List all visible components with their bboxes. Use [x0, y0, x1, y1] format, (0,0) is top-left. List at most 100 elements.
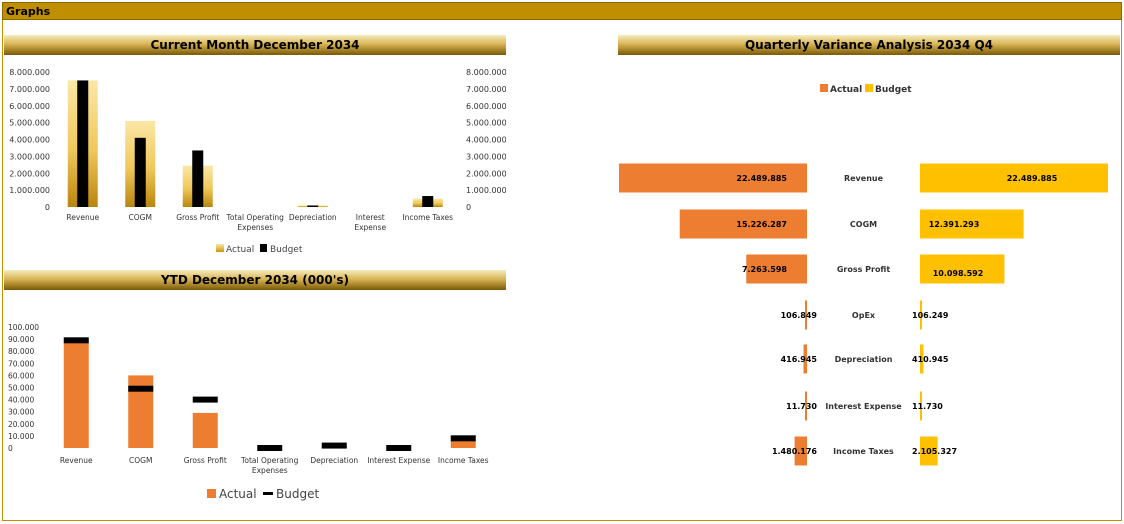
y-tick-label-left: 2.000.000	[9, 169, 50, 178]
bar-actual	[63, 341, 89, 448]
data-label-budget: 2.105.327	[912, 447, 957, 456]
marker-budget	[450, 435, 476, 442]
bar-budget	[422, 196, 434, 207]
bar-actual	[746, 254, 807, 284]
y-tick-label: 0	[8, 444, 13, 453]
bar-actual	[192, 412, 218, 448]
bar-budget	[134, 137, 146, 207]
x-tick-label: Total Operating	[226, 213, 285, 222]
x-tick-label: Depreciation	[289, 213, 337, 222]
current-month-chart: 0 0 1.000.000 1.000.000 2.000.000 2.000.000 3.…	[9, 68, 506, 255]
bar-actual	[794, 436, 807, 466]
legend-swatch-budget	[263, 492, 273, 495]
x-tick-label: Depreciation	[310, 456, 358, 465]
y-tick-label-right: 3.000.000	[466, 152, 506, 161]
y-tick-label-left: 3.000.000	[9, 152, 50, 161]
x-tick-label: Income Taxes	[402, 213, 453, 222]
y-tick-label-right: 2.000.000	[466, 169, 506, 178]
bar-actual	[803, 344, 807, 374]
x-tick-label: COGM	[129, 213, 152, 222]
category-label: Gross Profit	[837, 265, 891, 274]
data-label-budget: 12.391.293	[929, 220, 980, 229]
bar-budget	[920, 163, 1108, 193]
x-tick-label: Revenue	[60, 456, 93, 465]
data-label-actual: 22.489.885	[736, 174, 787, 183]
legend-swatch-actual	[207, 489, 216, 498]
category-label: Interest Expense	[825, 402, 902, 411]
legend-label-actual: Actual	[830, 85, 862, 95]
y-tick-label-right: 5.000.000	[466, 119, 506, 128]
x-tick-label: Gross Profit	[184, 456, 227, 465]
x-tick-label: Total Operating	[240, 456, 299, 465]
marker-budget	[321, 442, 347, 449]
y-tick-label: 90.000	[8, 335, 34, 344]
y-tick-label: 40.000	[8, 396, 34, 405]
page-title: Graphs	[6, 5, 51, 18]
bar-budget	[920, 209, 1024, 239]
marker-budget	[128, 385, 154, 392]
y-tick-label-left: 0	[45, 203, 50, 212]
x-tick-label: Revenue	[66, 213, 99, 222]
bar-actual	[679, 209, 807, 239]
y-tick-label: 70.000	[8, 359, 34, 368]
bar-budget	[920, 300, 922, 330]
y-tick-label: 100.000	[8, 323, 39, 332]
category-label: Income Taxes	[833, 447, 894, 456]
bar-actual	[450, 440, 476, 448]
x-tick-label: Expense	[354, 223, 386, 232]
y-tick-label-right: 6.000.000	[466, 102, 506, 111]
data-label-actual: 11.730	[786, 402, 817, 411]
marker-budget	[257, 445, 283, 451]
bar-budget	[920, 254, 1005, 284]
data-label-budget: 410.945	[912, 355, 949, 364]
category-label: Depreciation	[835, 355, 893, 364]
bar-budget	[192, 150, 204, 207]
legend-swatch-budget	[865, 84, 873, 92]
data-label-actual: 15.226.287	[736, 220, 787, 229]
marker-budget	[192, 396, 218, 403]
category-label: Revenue	[844, 174, 884, 183]
y-tick-label-right: 8.000.000	[466, 68, 506, 77]
y-tick-label-right: 0	[466, 203, 471, 212]
x-tick-label: Interest Expense	[367, 456, 430, 465]
y-tick-label-right: 4.000.000	[466, 136, 506, 145]
title-bar: Graphs	[2, 2, 1122, 20]
data-label-actual: 1.480.176	[772, 447, 817, 456]
marker-budget	[63, 337, 89, 344]
y-tick-label: 30.000	[8, 408, 34, 417]
chart-title-ytd: YTD December 2034 (000's)	[4, 270, 506, 290]
data-label-budget: 22.489.885	[1007, 174, 1058, 183]
y-tick-label-left: 5.000.000	[9, 119, 50, 128]
y-tick-label: 60.000	[8, 371, 34, 380]
y-tick-label-right: 1.000.000	[466, 186, 506, 195]
bar-budget	[77, 80, 89, 207]
y-tick-label: 10.000	[8, 432, 34, 441]
legend-swatch-actual	[216, 244, 224, 252]
x-tick-label: Expenses	[252, 466, 288, 475]
marker-budget	[386, 445, 412, 451]
x-tick-label: COGM	[129, 456, 152, 465]
ytd-chart: 0 10.000 20.000 30.000 40.000 50.000 60.000 70.…	[8, 323, 489, 501]
y-tick-label-left: 1.000.000	[9, 186, 50, 195]
category-label: COGM	[850, 220, 877, 229]
legend-swatch-actual	[820, 84, 828, 92]
legend-label-budget: Budget	[875, 85, 912, 95]
data-label-actual: 7.263.598	[742, 265, 787, 274]
y-tick-label: 50.000	[8, 384, 34, 393]
data-label-actual: 416.945	[781, 355, 818, 364]
bar-budget	[920, 436, 938, 466]
data-label-actual: 106.849	[781, 311, 818, 320]
data-label-budget: 11.730	[912, 402, 943, 411]
bar-budget	[920, 391, 922, 421]
legend-label-actual: Actual	[226, 245, 254, 255]
category-label: OpEx	[852, 311, 876, 320]
bar-budget	[920, 344, 924, 374]
x-tick-label: Expenses	[237, 223, 273, 232]
x-tick-label: Income Taxes	[438, 456, 489, 465]
data-label-budget: 10.098.592	[933, 269, 984, 278]
legend-label-budget: Budget	[276, 487, 319, 501]
bar-actual	[805, 300, 807, 330]
y-tick-label-left: 6.000.000	[9, 102, 50, 111]
legend-label-actual: Actual	[219, 487, 257, 501]
y-tick-label-left: 8.000.000	[9, 68, 50, 77]
